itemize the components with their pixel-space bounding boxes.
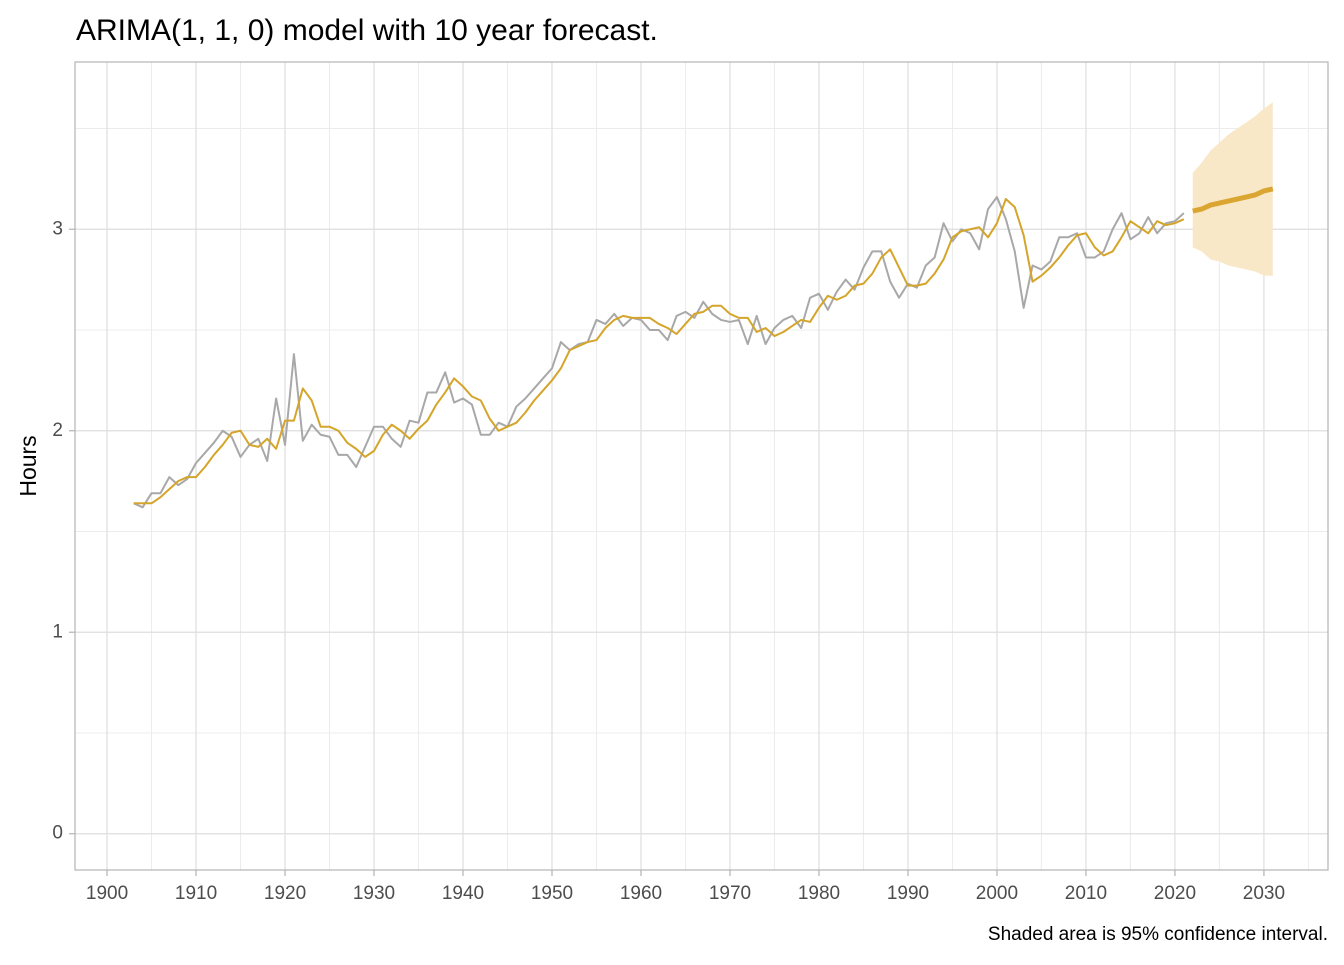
caption: Shaded area is 95% confidence interval. — [988, 924, 1328, 945]
x-tick-label: 2030 — [1243, 883, 1285, 904]
x-tick-label: 1980 — [798, 883, 840, 904]
series-line — [133, 198, 1185, 505]
series-line — [133, 196, 1185, 509]
y-tick-label: 2 — [52, 420, 63, 441]
y-axis-label: Hours — [15, 435, 41, 496]
y-tick-label: 1 — [52, 621, 63, 642]
x-tick-label: 2020 — [1154, 883, 1196, 904]
y-tick-label: 0 — [52, 823, 63, 844]
x-tick-label: 1950 — [531, 883, 573, 904]
y-tick-label: 3 — [52, 218, 63, 239]
x-tick-label: 2000 — [976, 883, 1018, 904]
x-tick-label: 1910 — [175, 883, 217, 904]
x-tick-label: 1920 — [264, 883, 306, 904]
x-tick-label: 2010 — [1065, 883, 1107, 904]
x-tick-label: 1960 — [620, 883, 662, 904]
x-tick-label: 1940 — [442, 883, 484, 904]
x-tick-label: 1970 — [709, 883, 751, 904]
panel-border — [74, 61, 1329, 871]
x-tick-label: 1990 — [887, 883, 929, 904]
x-tick-label: 1930 — [353, 883, 395, 904]
series-line — [1192, 186, 1274, 214]
x-tick-label: 1900 — [86, 883, 128, 904]
chart-title: ARIMA(1, 1, 0) model with 10 year foreca… — [76, 14, 658, 47]
confidence-band — [1192, 102, 1273, 276]
